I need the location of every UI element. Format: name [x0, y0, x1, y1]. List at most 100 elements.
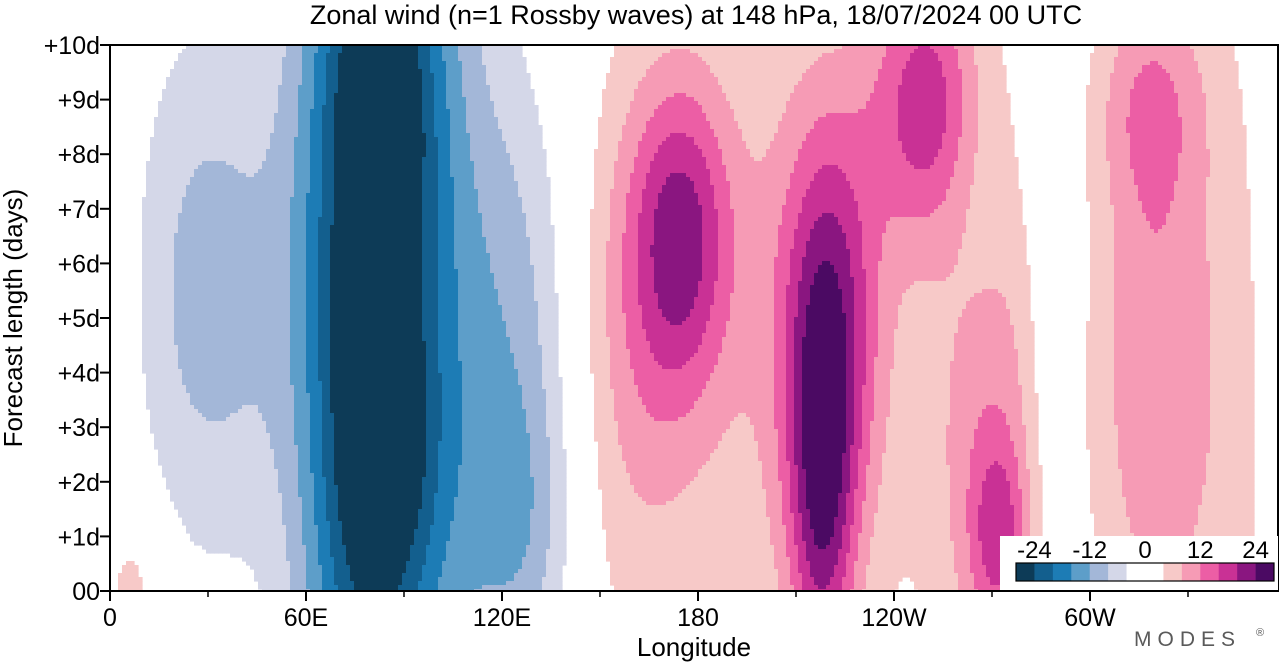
heatmap-cell: [846, 57, 851, 62]
heatmap-cell: [270, 53, 275, 58]
heatmap-cell: [386, 65, 391, 70]
heatmap-cell: [258, 53, 263, 58]
heatmap-cell: [986, 61, 991, 66]
heatmap-cell: [938, 49, 943, 54]
heatmap-cell: [1222, 49, 1227, 54]
heatmap-cell: [330, 57, 335, 62]
heatmap-cell: [326, 53, 331, 58]
heatmap-cell: [998, 53, 1003, 58]
heatmap-cell: [1102, 53, 1107, 58]
heatmap-cell: [194, 65, 199, 70]
heatmap-cell: [1150, 53, 1155, 58]
heatmap-cell: [522, 57, 527, 62]
heatmap-cell: [206, 61, 211, 66]
heatmap-cell: [242, 49, 247, 54]
heatmap-cell: [282, 65, 287, 70]
heatmap-cell: [374, 53, 379, 58]
heatmap-cell: [970, 57, 975, 62]
heatmap-cell: [442, 57, 447, 62]
heatmap-cell: [306, 57, 311, 62]
heatmap-cell: [710, 57, 715, 62]
heatmap-cell: [726, 53, 731, 58]
heatmap-cell: [814, 49, 819, 54]
heatmap-cell: [1214, 49, 1219, 54]
heatmap-cell: [414, 49, 419, 54]
heatmap-cell: [454, 65, 459, 70]
heatmap-cell: [1166, 53, 1171, 58]
heatmap-cell: [902, 53, 907, 58]
heatmap-cell: [194, 53, 199, 58]
heatmap-cell: [722, 61, 727, 66]
heatmap-cell: [758, 53, 763, 58]
heatmap-cell: [1138, 53, 1143, 58]
heatmap-cell: [378, 57, 383, 62]
heatmap-cell: [386, 57, 391, 62]
heatmap-cell: [1174, 49, 1179, 54]
heatmap-cell: [814, 61, 819, 66]
heatmap-cell: [774, 49, 779, 54]
heatmap-cell: [1226, 61, 1231, 66]
heatmap-cell: [854, 49, 859, 54]
heatmap-cell: [406, 65, 411, 70]
heatmap-cell: [1222, 61, 1227, 66]
heatmap-cell: [670, 61, 675, 66]
heatmap-cell: [742, 57, 747, 62]
heatmap-cell: [250, 53, 255, 58]
heatmap-cell: [974, 57, 979, 62]
heatmap-cell: [354, 57, 359, 62]
heatmap-cell: [890, 65, 895, 70]
heatmap-cell: [758, 65, 763, 70]
heatmap-cell: [226, 53, 231, 58]
heatmap-cell: [806, 49, 811, 54]
heatmap-cell: [418, 57, 423, 62]
heatmap-cell: [354, 61, 359, 66]
heatmap-cell: [766, 53, 771, 58]
heatmap-cell: [294, 65, 299, 70]
heatmap-cell: [182, 61, 187, 66]
heatmap-cell: [802, 65, 807, 70]
heatmap-cell: [794, 57, 799, 62]
heatmap-cell: [438, 57, 443, 62]
heatmap-cell: [470, 53, 475, 58]
heatmap-cell: [298, 57, 303, 62]
heatmap-cell: [1170, 57, 1175, 62]
heatmap-cell: [222, 53, 227, 58]
heatmap-cell: [1150, 57, 1155, 62]
heatmap-cell: [450, 49, 455, 54]
heatmap-cell: [234, 53, 239, 58]
heatmap-cell: [298, 61, 303, 66]
heatmap-cell: [342, 57, 347, 62]
heatmap-cell: [266, 61, 271, 66]
heatmap-cell: [1226, 57, 1231, 62]
heatmap-cell: [1166, 57, 1171, 62]
heatmap-cell: [618, 61, 623, 66]
heatmap-cell: [1106, 61, 1111, 66]
heatmap-cell: [862, 61, 867, 66]
heatmap-cell: [810, 53, 815, 58]
heatmap-cell: [486, 49, 491, 54]
heatmap-cell: [286, 49, 291, 54]
heatmap-cell: [878, 49, 883, 54]
heatmap-cell: [994, 49, 999, 54]
heatmap-cell: [714, 49, 719, 54]
heatmap-cell: [614, 61, 619, 66]
heatmap-cell: [662, 53, 667, 58]
heatmap-cell: [414, 65, 419, 70]
heatmap-cell: [938, 65, 943, 70]
heatmap-cell: [650, 61, 655, 66]
heatmap-cell: [1138, 49, 1143, 54]
heatmap-cell: [878, 57, 883, 62]
heatmap-cell: [262, 61, 267, 66]
heatmap-cell: [1214, 57, 1219, 62]
heatmap-cell: [1134, 57, 1139, 62]
heatmap-cell: [926, 57, 931, 62]
heatmap-cell: [406, 49, 411, 54]
heatmap-cell: [726, 65, 731, 70]
heatmap-cell: [190, 65, 195, 70]
heatmap-cell: [318, 61, 323, 66]
heatmap-cell: [706, 53, 711, 58]
heatmap-cell: [382, 49, 387, 54]
heatmap-cell: [1126, 61, 1131, 66]
heatmap-cell: [626, 61, 631, 66]
heatmap-cell: [922, 65, 927, 70]
